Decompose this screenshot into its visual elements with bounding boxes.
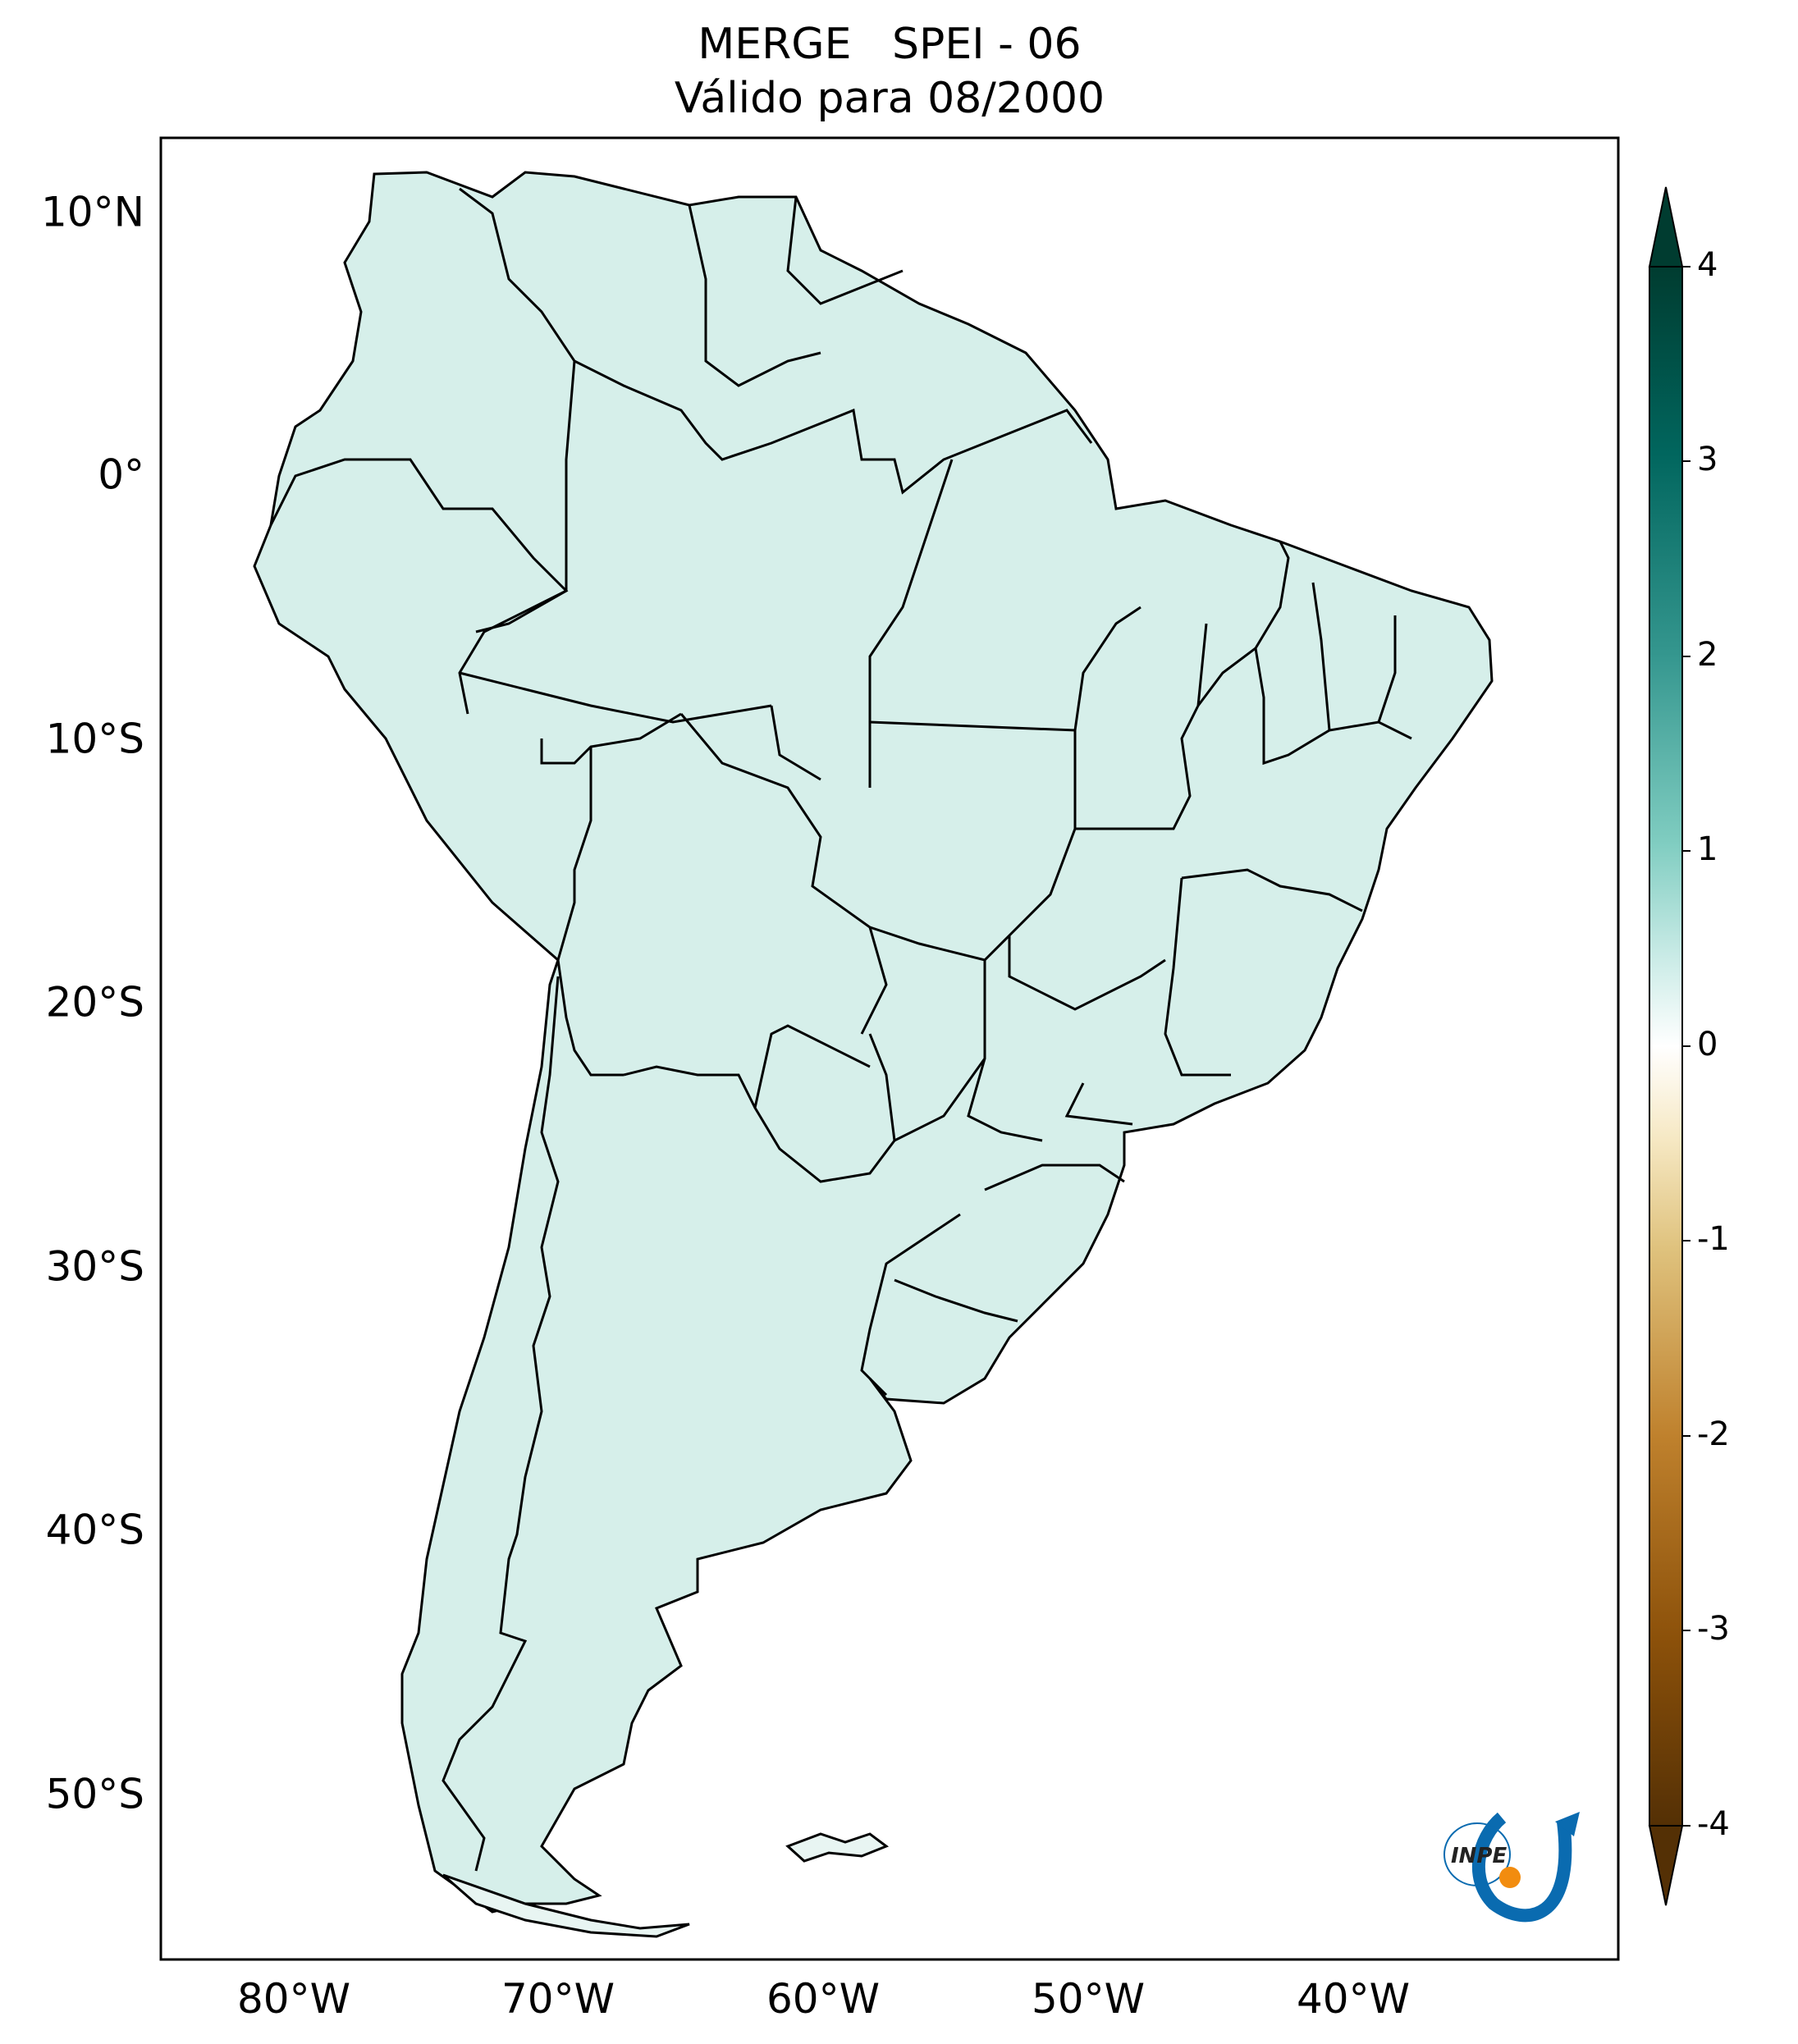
colorbar-max-arrow [1648,186,1684,268]
colorbar-min-arrow [1648,1825,1684,1906]
colorbar-tick-label: -2 [1697,1415,1730,1453]
colorbar-tick-label: -3 [1697,1610,1730,1648]
colorbar-tick-label: 2 [1697,636,1718,674]
colorbar-tick-label: 1 [1697,830,1718,868]
map-border [159,136,1620,1961]
lat-tick-label: 40°S [46,1507,144,1554]
lat-tick-label: 50°S [46,1771,144,1818]
logo-text: INPE [1451,1844,1507,1868]
lon-tick-label: 80°W [237,1975,350,2023]
lat-tick-label: 0° [98,451,144,499]
boundaries [269,187,1412,1872]
colorbar-tick-label: -1 [1697,1220,1730,1258]
falkland-islands [785,1832,890,1863]
lon-tick-label: 50°W [1032,1975,1145,2023]
map-subtitle: Válido para 08/2000 [674,74,1105,123]
lon-tick-label: 40°W [1297,1975,1410,2023]
lat-tick-label: 30°S [46,1243,144,1291]
lon-tick-label: 70°W [501,1975,615,2023]
colorbar-gradient [1649,267,1682,1826]
lat-tick-label: 10°S [46,716,144,763]
inpe-logo: INPE [1443,1812,1580,1923]
map-title: MERGE SPEI - 06 [698,20,1082,69]
lat-tick-label: 10°N [41,189,144,236]
colorbar-tick-label: -4 [1697,1805,1730,1843]
colorbar-tick-label: 3 [1697,441,1718,478]
tierra-del-fuego [442,1873,690,1938]
lon-tick-label: 60°W [766,1975,880,2023]
colorbar-tick-label: 0 [1697,1026,1718,1063]
colorbar-tick-label: 4 [1697,246,1718,284]
lat-tick-label: 20°S [46,979,144,1027]
colorbar: 4 3 2 1 0 -1 -2 -3 -4 [1648,186,1730,1906]
